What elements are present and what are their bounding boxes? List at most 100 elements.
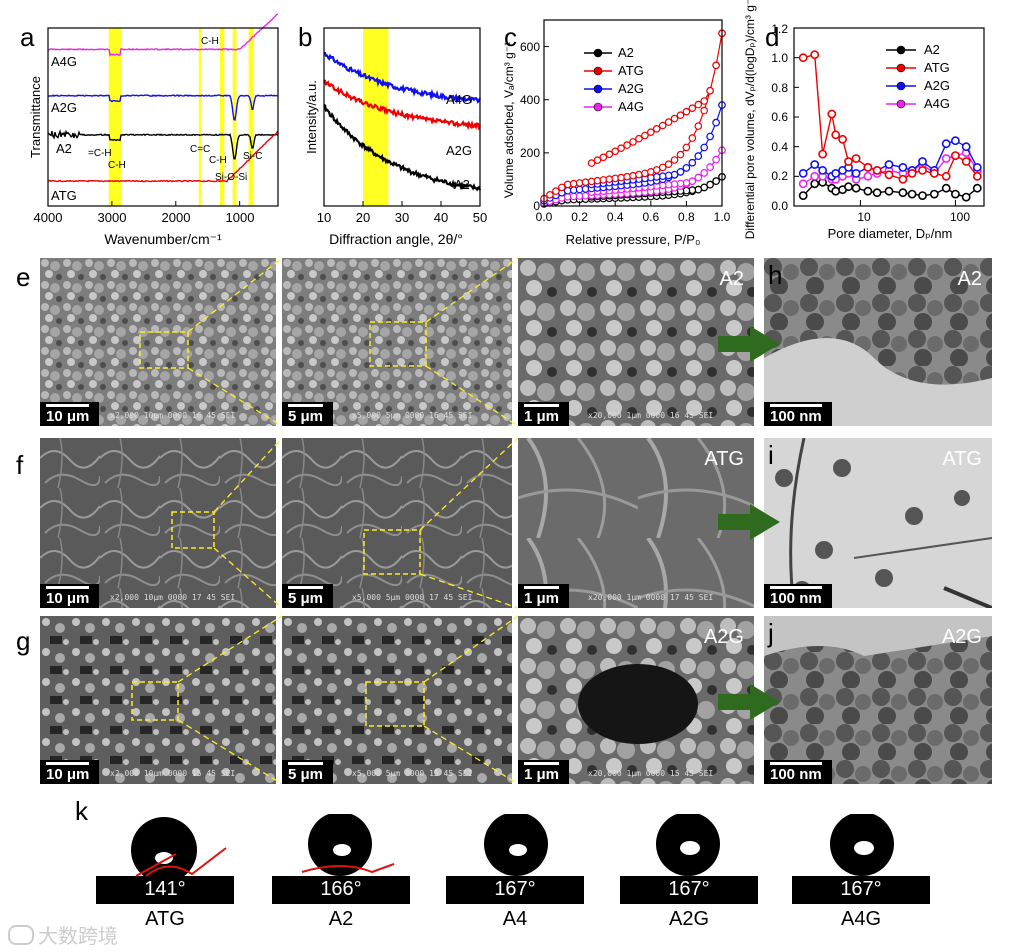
isotherm-point-atg <box>706 86 714 95</box>
pore-point-atg <box>950 151 960 160</box>
ftir-annotation-siosi: Si-O-Si <box>215 172 247 183</box>
pore-point-a4g <box>798 179 808 189</box>
pore-y-tick-2: 0.4 <box>771 140 788 154</box>
pore-legend-a2: A2 <box>924 42 940 57</box>
isotherm-legend-a2g: A2G <box>618 81 644 96</box>
pore-y-tick-1: 0.2 <box>771 169 788 183</box>
isotherm-point-atg <box>658 121 667 130</box>
isotherm-point-atg <box>694 100 703 109</box>
watermark: 大数跨境 <box>8 920 118 949</box>
ftir-band-4 <box>248 28 254 206</box>
isotherm-legend-marker <box>593 48 603 58</box>
isotherm-point-a2g <box>712 118 720 127</box>
ftir-highlight-bands <box>108 28 254 206</box>
isotherm-point-atg <box>658 163 667 172</box>
ftir-line-a4g <box>47 13 279 57</box>
xrd-line-a2 <box>323 103 482 192</box>
isotherm-x-tick-2: 0.4 <box>607 210 624 224</box>
isotherm-y-tick-600: 600 <box>520 40 540 54</box>
sem-a2-high: A2 x20,000 1μm 0000 16 45 SEI 1 μm <box>518 258 754 426</box>
pore-point-atg <box>851 154 861 163</box>
isotherm-point-atg <box>676 150 685 159</box>
pore-point-atg <box>831 130 841 140</box>
scale-bar-line <box>524 586 560 589</box>
contact-angle-sample: A2G <box>668 908 710 930</box>
pore-legend-marker <box>896 81 906 91</box>
isotherm-point-a2 <box>706 180 714 189</box>
ftir-x-ticks <box>47 201 241 206</box>
scale-bar-label: 5 μm <box>288 408 324 425</box>
contact-angle-a4: 167° A4 <box>446 814 584 934</box>
pore-point-a2g <box>972 162 982 172</box>
isotherm-point-a2g <box>676 168 685 176</box>
pore-point-a2 <box>972 183 982 193</box>
isotherm-legend-atg: ATG <box>618 63 644 78</box>
isotherm-y-tick-200: 200 <box>520 146 540 160</box>
ftir-band-0 <box>108 28 122 206</box>
scale-bar-label: 1 μm <box>524 766 560 783</box>
scale-bar-line <box>524 762 560 765</box>
panel-label-a: a <box>20 22 35 52</box>
ftir-annotation-cc: C=C <box>190 144 210 155</box>
sample-tag: A2G <box>941 626 982 648</box>
pore-point-a4g <box>941 154 951 163</box>
xrd-x-tick-50: 50 <box>473 210 487 225</box>
ftir-annotation-sic: Si-C <box>243 151 262 162</box>
xrd-x-tick-30: 30 <box>395 210 409 225</box>
isotherm-y-tick-400: 400 <box>520 93 540 107</box>
pore-size-legend <box>886 45 916 109</box>
watermark-logo-icon <box>8 924 34 945</box>
isotherm-x-tick-4: 0.8 <box>678 210 695 224</box>
isotherm-point-atg <box>599 153 608 162</box>
sem-info-text: x20,000 1μm 0000 15 45 SEI <box>588 769 714 778</box>
scale-bar: 1 μm <box>518 760 570 784</box>
xrd-series-label-a4g: A4G <box>446 92 472 107</box>
scale-bar: 5 μm <box>282 402 334 426</box>
contact-angle-sample: A2 <box>328 908 354 930</box>
isotherm-point-atg <box>676 111 685 120</box>
pore-point-a2 <box>950 189 960 199</box>
isotherm-point-atg <box>647 128 655 137</box>
pore-point-a2g <box>851 168 861 178</box>
scale-bar-label: 1 μm <box>524 590 560 607</box>
pore-point-a2 <box>810 179 820 189</box>
xrd-series-label-a2: A2 <box>454 177 470 192</box>
pore-point-a4g <box>810 171 820 181</box>
sem-atg-high: ATG x20,000 1μm 0000 17 45 SEI 1 μm <box>518 438 754 608</box>
pore-point-atg <box>798 53 808 63</box>
isotherm-point-atg <box>599 176 608 184</box>
sample-tag: A2G <box>703 626 744 648</box>
isotherm-plot-frame <box>543 19 723 207</box>
isotherm-point-a4g <box>706 163 714 171</box>
pore-x-tick-100: 100 <box>950 210 970 224</box>
pore-point-atg <box>810 50 820 60</box>
isotherm-legend-marker <box>593 102 603 112</box>
ftir-band-1 <box>198 28 202 206</box>
pore-size-series <box>798 50 982 202</box>
isotherm-point-a2g <box>700 143 709 152</box>
sem-a2g-mid: x5,000 5μm 0000 15 45 SEI 5 μm <box>282 616 512 784</box>
panel-label-e: e <box>16 262 31 292</box>
isotherm-point-atg <box>694 122 703 130</box>
xrd-line-a4g <box>323 51 482 104</box>
pore-legend-atg: ATG <box>924 60 950 75</box>
ftir-chart: 4000 3000 2000 1000 Wavenumber/cm⁻¹ Tran… <box>28 13 279 247</box>
isotherm-legend-marker <box>593 84 603 94</box>
pore-legend-marker <box>896 45 906 55</box>
isotherm-point-atg <box>552 187 560 195</box>
pore-point-a2 <box>851 183 861 193</box>
sem-a2-mid: x5,000 5μm 0000 16 45 SEI 5 μm <box>282 258 512 426</box>
pore-point-a2g <box>798 168 808 178</box>
isotherm-point-atg <box>623 141 631 149</box>
tem-a2: h A2 100 nm <box>764 258 992 426</box>
pore-x-tick-10: 10 <box>857 210 871 224</box>
scale-bar-line <box>288 762 324 765</box>
scale-bar-line <box>46 404 90 407</box>
scale-bar-label: 1 μm <box>524 408 560 425</box>
scale-bar-line <box>288 586 324 589</box>
pore-point-a2g <box>810 160 820 169</box>
pore-y-tick-6: 1.2 <box>771 22 788 36</box>
ftir-line-atg <box>47 130 279 183</box>
ftir-annotation-ch-2: C-H <box>108 160 126 171</box>
sem-atg-low: x2,000 10μm 0000 17 45 SEI 10 μm <box>40 438 276 608</box>
